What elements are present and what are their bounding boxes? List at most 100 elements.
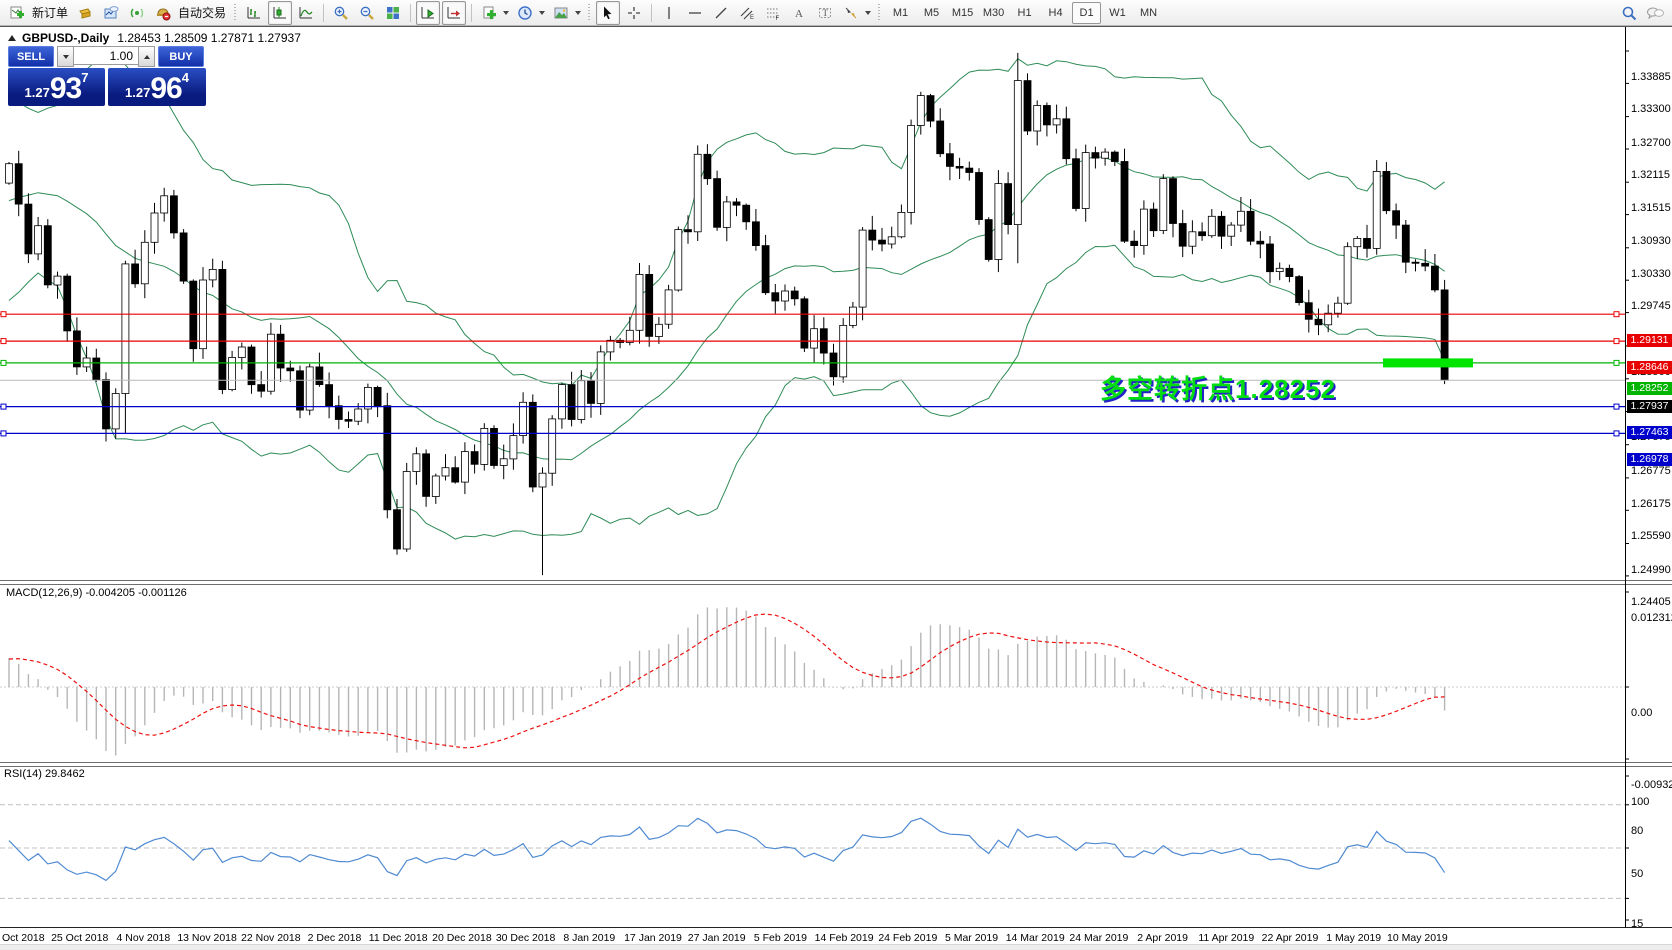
chart-shift-icon[interactable] [442, 0, 467, 25]
sell-button[interactable]: SELL [8, 46, 54, 67]
date-label: 17 Jan 2019 [624, 932, 682, 944]
chat-icon[interactable] [1643, 1, 1667, 25]
zoom-in-icon[interactable] [329, 1, 353, 25]
buy-price-display[interactable]: 1.27 96 4 [108, 68, 206, 106]
timeframe-h4[interactable]: H4 [1048, 6, 1063, 19]
indicators-dropdown-icon[interactable] [503, 10, 510, 15]
level-lines[interactable] [0, 311, 1625, 437]
periods-icon[interactable] [513, 1, 537, 25]
zoom-out-icon[interactable] [355, 1, 379, 25]
equidistant-channel-icon[interactable]: E [735, 1, 759, 25]
fibonacci-icon[interactable]: F [761, 1, 785, 25]
timeframe-h1[interactable]: H1 [1017, 6, 1032, 19]
volume-input[interactable] [74, 46, 138, 65]
date-label: 30 Dec 2018 [495, 932, 556, 944]
autotrading-label[interactable]: 自动交易 [178, 6, 227, 20]
sell-price-sup: 7 [81, 70, 89, 85]
trendline-icon[interactable] [709, 1, 733, 25]
timeframe-m1[interactable]: M1 [892, 6, 909, 19]
date-label: 2 Apr 2019 [1137, 932, 1188, 944]
level-price-badge: 1.26978 [1627, 452, 1672, 466]
volume-increase-button[interactable] [138, 46, 155, 67]
date-label: 5 Feb 2019 [753, 932, 807, 944]
rsi-level-lines [0, 804, 1625, 899]
auto-scroll-icon[interactable] [416, 0, 441, 25]
date-label: 13 Nov 2018 [177, 932, 237, 944]
candlestick-chart-icon[interactable] [268, 0, 293, 25]
macd-indicator-label: MACD(12,26,9) -0.004205 -0.001126 [6, 587, 187, 599]
candles-layer [5, 52, 1449, 576]
date-label: 22 Apr 2019 [1261, 932, 1319, 944]
profile-icon[interactable] [99, 1, 123, 25]
arrows-dropdown-icon[interactable] [865, 10, 872, 15]
price-tick-label: 1.32700 [1631, 136, 1671, 149]
date-label: 5 Mar 2019 [944, 932, 999, 944]
date-label: 24 Feb 2019 [878, 932, 938, 944]
svg-text:T: T [823, 8, 829, 18]
text-icon[interactable]: A [787, 1, 811, 25]
symbol-title: GBPUSD-,Daily [22, 31, 110, 45]
price-tick-label: 1.29745 [1631, 300, 1671, 313]
current-price-badge: 1.27937 [1627, 399, 1672, 413]
search-icon[interactable] [1617, 1, 1641, 25]
collapse-icon[interactable] [8, 35, 16, 41]
sell-price-display[interactable]: 1.27 93 7 [8, 68, 105, 106]
new-order-label[interactable]: 新订单 [32, 6, 69, 20]
timeframe-d1[interactable]: D1 [1072, 1, 1102, 24]
line-chart-icon[interactable] [294, 1, 318, 25]
price-tick-label: 1.25590 [1631, 530, 1671, 543]
vertical-line-icon[interactable] [657, 1, 681, 25]
chart-annotation-text[interactable]: 多空转折点1.28252 [1100, 374, 1336, 404]
date-label: 14 Mar 2019 [1005, 932, 1065, 944]
volume-decrease-button[interactable] [57, 46, 74, 67]
chart-title-bar: GBPUSD-,Daily 1.28453 1.28509 1.27871 1.… [8, 31, 301, 45]
toolbar: 新订单 自动交易 [0, 0, 1672, 26]
svg-text:E: E [750, 15, 754, 21]
indicators-icon[interactable] [477, 1, 501, 25]
toolbar-grip[interactable] [877, 3, 883, 22]
level-price-badge: 1.28646 [1627, 360, 1672, 374]
buy-price-sup: 4 [181, 70, 189, 85]
horizontal-line-icon[interactable] [683, 1, 707, 25]
timeframe-m15[interactable]: M15 [951, 6, 974, 19]
market-watch-icon[interactable] [73, 1, 97, 25]
text-label-icon[interactable]: T [813, 1, 837, 25]
highlight-bar[interactable] [1383, 358, 1473, 368]
chart-frame [0, 26, 1672, 931]
crosshair-icon[interactable] [622, 1, 646, 25]
toolbar-grip[interactable] [233, 3, 239, 22]
timeframe-group: M1 M5 M15 M30 H1 H4 D1 W1 MN [885, 1, 1164, 24]
arrows-icon[interactable] [839, 1, 863, 25]
chart-canvas[interactable] [0, 26, 1672, 950]
new-order-button[interactable] [5, 1, 29, 25]
macd-signal-line [8, 613, 1445, 749]
templates-icon[interactable] [549, 1, 573, 25]
buy-button[interactable]: BUY [158, 46, 204, 67]
macd-tick-label: 0.00 [1631, 707, 1653, 719]
date-label: 25 Oct 2018 [51, 932, 109, 944]
date-label: 2 Dec 2018 [307, 932, 362, 944]
tile-windows-icon[interactable] [381, 1, 405, 25]
templates-dropdown-icon[interactable] [575, 10, 582, 15]
rsi-tick-label: 50 [1631, 868, 1644, 880]
signals-icon[interactable] [125, 1, 149, 25]
timeframe-m30[interactable]: M30 [982, 6, 1005, 19]
rsi-indicator-label: RSI(14) 29.8462 [4, 768, 85, 780]
timeframe-m5[interactable]: M5 [923, 6, 940, 19]
price-tick-label: 1.24405 [1631, 595, 1671, 608]
periods-dropdown-icon[interactable] [539, 10, 546, 15]
autotrading-button[interactable] [151, 1, 175, 25]
bar-chart-icon[interactable] [242, 1, 266, 25]
macd-tick-label: 0.012312 [1631, 612, 1672, 624]
date-label: 10 May 2019 [1387, 932, 1448, 944]
timeframe-w1[interactable]: W1 [1109, 6, 1126, 19]
cursor-icon[interactable] [596, 0, 621, 25]
price-tick-label: 1.26775 [1631, 464, 1671, 477]
price-axis[interactable] [1626, 28, 1672, 927]
date-label: 14 Feb 2019 [814, 932, 874, 944]
toolbar-grip[interactable] [587, 3, 593, 22]
timeframe-mn[interactable]: MN [1139, 6, 1158, 19]
price-tick-label: 1.31515 [1631, 202, 1671, 215]
